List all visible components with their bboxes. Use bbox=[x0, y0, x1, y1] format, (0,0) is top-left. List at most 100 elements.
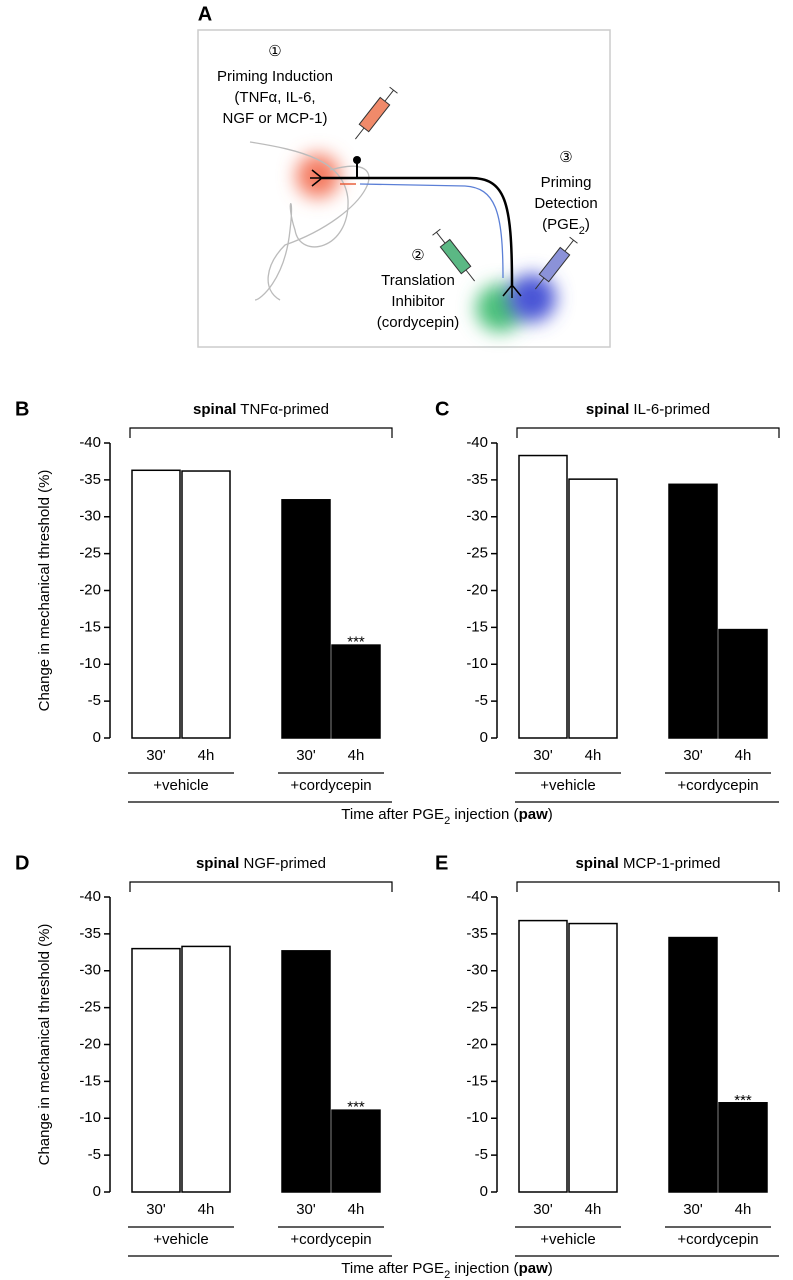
y-tick-label: -30 bbox=[466, 962, 488, 979]
chart-title: spinal NGF-primed bbox=[196, 855, 326, 872]
y-tick-label: -35 bbox=[466, 925, 488, 942]
terminal bbox=[310, 169, 522, 298]
text-part: TNFα-primed bbox=[236, 401, 329, 418]
significance: *** bbox=[347, 634, 365, 651]
y-tick-label: -10 bbox=[79, 655, 101, 672]
panel-label: A bbox=[198, 3, 212, 25]
text-part: ) bbox=[548, 1260, 553, 1277]
text-part: (PGE bbox=[542, 216, 579, 233]
y-tick-label: -15 bbox=[79, 618, 101, 635]
y-tick-label: -40 bbox=[466, 888, 488, 905]
y-tick-label: -10 bbox=[466, 1109, 488, 1126]
group-label: +vehicle bbox=[153, 1231, 208, 1248]
diagram-art bbox=[197, 29, 611, 348]
group-label: +cordycepin bbox=[677, 1231, 758, 1248]
bar bbox=[718, 1102, 768, 1193]
chart-title: spinal IL-6-primed bbox=[586, 401, 710, 418]
text-part: 2 bbox=[444, 1269, 450, 1280]
x-tick-label: 4h bbox=[198, 747, 215, 764]
y-tick-label: -20 bbox=[79, 1035, 101, 1052]
significance: *** bbox=[734, 1092, 752, 1109]
text-part: spinal bbox=[193, 401, 236, 418]
significance: *** bbox=[347, 1099, 365, 1116]
x-tick-label: 4h bbox=[735, 747, 752, 764]
text-part: IL-6-primed bbox=[629, 401, 710, 418]
step-text: Priming bbox=[541, 174, 592, 191]
y-tick-label: -40 bbox=[466, 434, 488, 451]
x-tick-label: 30' bbox=[146, 747, 166, 764]
transport-arrow bbox=[359, 183, 504, 279]
y-tick-label: -30 bbox=[79, 508, 101, 525]
glow-blue bbox=[508, 274, 556, 322]
bar bbox=[131, 469, 181, 739]
text-part: paw bbox=[519, 806, 549, 823]
y-tick-label: -20 bbox=[466, 1035, 488, 1052]
panel-label: D bbox=[15, 852, 29, 874]
text-part: injection ( bbox=[450, 806, 518, 823]
y-tick-label: -40 bbox=[79, 888, 101, 905]
y-axis-label: Change in mechanical threshold (%) bbox=[36, 924, 53, 1166]
text-part: MCP-1-primed bbox=[619, 855, 721, 872]
x-tick-label: 30' bbox=[533, 747, 553, 764]
x-tick-label: 30' bbox=[683, 1201, 703, 1218]
neuron bbox=[322, 176, 514, 286]
x-tick-label: 4h bbox=[585, 1201, 602, 1218]
spinal-outline bbox=[249, 141, 349, 301]
y-tick-label: -35 bbox=[466, 471, 488, 488]
y-tick-label: 0 bbox=[480, 1183, 488, 1200]
x-axis-label: Time after PGE2 injection (paw) bbox=[341, 806, 553, 827]
group-label: +cordycepin bbox=[290, 1231, 371, 1248]
step-text: Translation bbox=[381, 272, 455, 289]
y-tick-label: -15 bbox=[79, 1072, 101, 1089]
y-tick-label: -30 bbox=[466, 508, 488, 525]
y-tick-label: -25 bbox=[466, 545, 488, 562]
text-part: Inhibitor bbox=[391, 293, 444, 310]
step-text: Inhibitor bbox=[391, 293, 444, 310]
syringe-blue bbox=[534, 236, 578, 290]
bar bbox=[718, 628, 768, 739]
y-tick-label: -40 bbox=[79, 434, 101, 451]
syringe-green bbox=[432, 228, 476, 282]
text-part: Priming bbox=[541, 174, 592, 191]
text-part: paw bbox=[519, 1260, 549, 1277]
bar bbox=[281, 499, 331, 739]
bar bbox=[131, 947, 181, 1193]
y-tick-label: -30 bbox=[79, 962, 101, 979]
y-tick-label: -5 bbox=[475, 692, 488, 709]
text-part: Priming Induction bbox=[217, 68, 333, 85]
y-tick-label: -5 bbox=[88, 1146, 101, 1163]
bar bbox=[668, 483, 718, 739]
bar bbox=[331, 1109, 381, 1193]
y-tick-label: 0 bbox=[93, 1183, 101, 1200]
text-part: Detection bbox=[534, 195, 597, 212]
step-text: Detection bbox=[534, 195, 597, 212]
y-tick-label: -10 bbox=[466, 655, 488, 672]
y-tick-label: -5 bbox=[88, 692, 101, 709]
panel-label: C bbox=[435, 398, 449, 420]
text-part: ) bbox=[585, 216, 590, 233]
y-tick-label: -5 bbox=[475, 1146, 488, 1163]
text-part: 2 bbox=[579, 225, 585, 237]
text-part: Time after PGE bbox=[341, 806, 444, 823]
x-tick-label: 30' bbox=[683, 747, 703, 764]
bar bbox=[568, 478, 618, 739]
y-tick-label: -15 bbox=[466, 1072, 488, 1089]
y-tick-label: -25 bbox=[79, 999, 101, 1016]
text-part: Translation bbox=[381, 272, 455, 289]
chart-title: spinal MCP-1-primed bbox=[575, 855, 720, 872]
bar bbox=[281, 950, 331, 1193]
y-tick-label: 0 bbox=[480, 729, 488, 746]
y-tick-label: -20 bbox=[79, 581, 101, 598]
group-label: +vehicle bbox=[540, 1231, 595, 1248]
y-tick-label: -25 bbox=[79, 545, 101, 562]
bar bbox=[568, 922, 618, 1193]
step-text: (cordycepin) bbox=[377, 314, 460, 331]
y-tick-label: -20 bbox=[466, 581, 488, 598]
text-part: ) bbox=[548, 806, 553, 823]
y-tick-label: -35 bbox=[79, 471, 101, 488]
bar bbox=[518, 454, 568, 739]
y-tick-label: 0 bbox=[93, 729, 101, 746]
group-label: +cordycepin bbox=[290, 777, 371, 794]
y-axis-label: Change in mechanical threshold (%) bbox=[36, 470, 53, 712]
